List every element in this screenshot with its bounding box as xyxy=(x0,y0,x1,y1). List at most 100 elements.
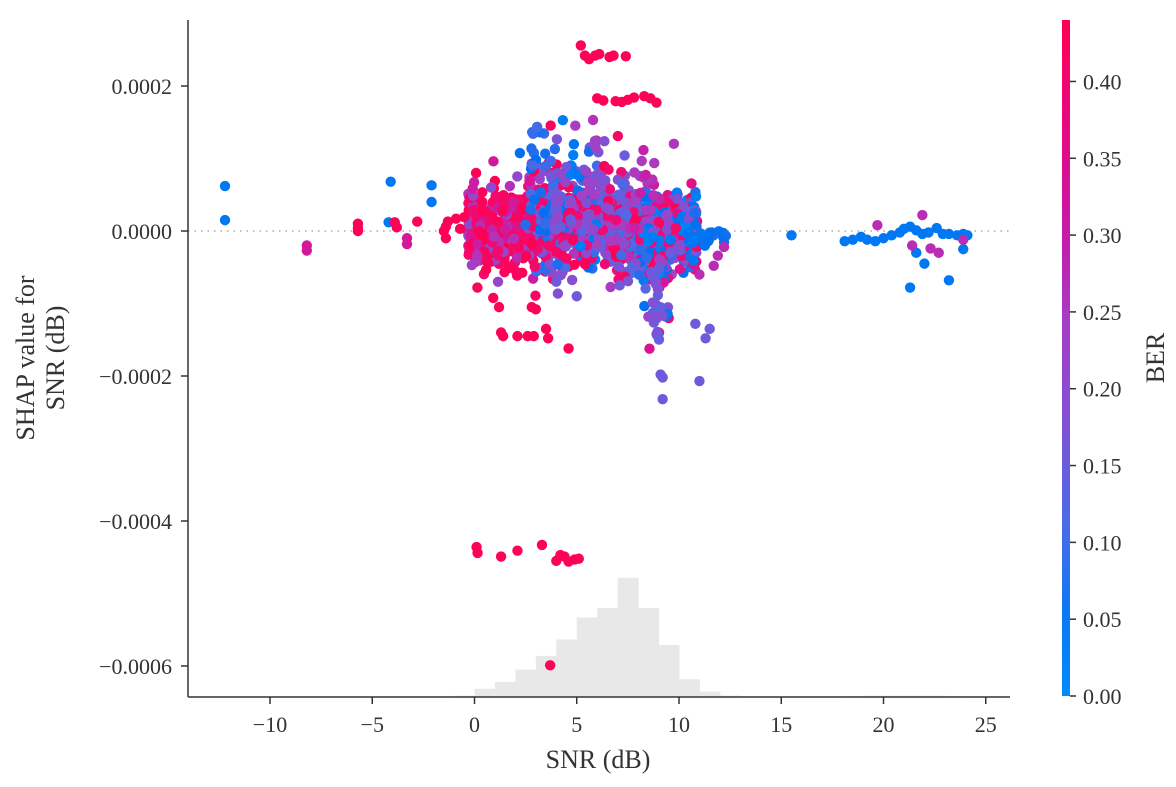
y-axis-label-line2: SNR (dB) xyxy=(41,306,70,411)
data-point xyxy=(943,275,955,286)
data-point xyxy=(536,539,548,551)
data-point xyxy=(534,173,545,185)
data-point xyxy=(878,233,889,244)
colorbar-tick-label: 0.40 xyxy=(1083,69,1122,94)
colorbar-tick-label: 0.35 xyxy=(1083,146,1122,171)
data-point xyxy=(545,170,557,181)
data-point xyxy=(525,204,537,215)
data-point xyxy=(653,334,665,345)
data-point xyxy=(524,175,535,187)
data-point xyxy=(654,262,665,274)
y-tick-label: 0.0000 xyxy=(112,219,173,244)
data-point xyxy=(401,238,413,250)
data-point xyxy=(568,149,579,161)
data-point xyxy=(538,207,549,219)
data-point xyxy=(545,120,556,131)
data-point xyxy=(569,259,580,270)
x-tick-label: −5 xyxy=(361,712,384,737)
data-point xyxy=(575,241,586,252)
x-axis-label: SNR (dB) xyxy=(546,745,651,774)
data-point xyxy=(527,160,539,171)
data-point xyxy=(612,130,624,142)
data-point xyxy=(450,213,462,224)
x-tick-label: 10 xyxy=(668,712,690,737)
data-point xyxy=(704,323,715,335)
y-axis-label: SHAP value for SNR (dB) xyxy=(11,275,70,440)
colorbar-tick-label: 0.00 xyxy=(1083,684,1122,709)
data-point xyxy=(561,253,572,264)
colorbar-label: BER xyxy=(1141,332,1170,383)
data-point xyxy=(528,194,540,205)
data-point xyxy=(474,226,485,237)
data-point xyxy=(540,323,552,335)
data-point xyxy=(513,210,524,221)
data-point xyxy=(591,239,603,251)
data-point xyxy=(668,138,680,150)
data-point xyxy=(917,209,928,221)
data-point xyxy=(531,121,543,133)
data-point xyxy=(566,274,578,286)
data-point xyxy=(301,245,313,256)
data-point xyxy=(526,239,537,250)
data-point xyxy=(872,220,883,231)
data-point xyxy=(352,225,364,237)
data-point xyxy=(630,214,641,226)
data-point xyxy=(605,281,616,293)
data-point xyxy=(514,147,526,159)
data-point xyxy=(706,227,717,238)
data-point xyxy=(690,219,701,231)
data-point xyxy=(540,160,552,172)
data-point xyxy=(933,247,944,258)
data-point xyxy=(718,241,730,253)
data-point xyxy=(529,261,540,272)
data-point xyxy=(662,209,673,220)
data-point xyxy=(552,288,564,299)
data-point xyxy=(497,330,509,342)
snr-histogram xyxy=(454,577,966,697)
histogram-bar xyxy=(576,617,598,697)
data-point xyxy=(712,250,724,261)
data-point xyxy=(544,259,555,270)
data-point xyxy=(639,300,650,312)
data-point xyxy=(477,205,488,216)
histogram-bar xyxy=(638,607,660,697)
data-point xyxy=(466,259,478,271)
data-point xyxy=(608,50,619,61)
data-point xyxy=(603,164,614,175)
data-point xyxy=(688,255,699,266)
data-point xyxy=(620,51,632,62)
data-point xyxy=(542,333,554,344)
data-point xyxy=(671,193,683,205)
data-point xyxy=(695,228,707,239)
data-point xyxy=(426,196,437,208)
data-point xyxy=(619,150,630,161)
data-point xyxy=(617,178,628,190)
y-tick-label: −0.0002 xyxy=(99,364,172,389)
histogram-bar xyxy=(679,679,700,697)
data-point xyxy=(499,224,511,236)
data-point xyxy=(629,167,640,178)
data-point xyxy=(472,238,483,250)
data-point xyxy=(472,282,483,293)
colorbar-tick-label: 0.05 xyxy=(1083,607,1122,632)
data-point xyxy=(919,258,930,269)
data-point xyxy=(551,276,562,287)
data-point xyxy=(385,176,396,187)
data-point xyxy=(573,553,584,564)
data-point xyxy=(550,195,561,207)
data-point xyxy=(636,155,647,167)
colorbar-tick-label: 0.15 xyxy=(1083,454,1122,479)
data-point xyxy=(489,231,500,243)
data-point xyxy=(459,212,470,223)
data-point xyxy=(958,243,969,255)
y-tick-label: −0.0006 xyxy=(99,654,172,679)
data-point xyxy=(497,205,508,217)
data-point xyxy=(583,208,595,220)
x-tick-label: 0 xyxy=(469,712,480,737)
data-point xyxy=(507,196,519,208)
x-tick-label: 25 xyxy=(975,712,997,737)
data-point xyxy=(508,233,520,244)
data-point xyxy=(576,190,587,202)
data-point xyxy=(454,223,466,235)
data-point xyxy=(629,222,640,233)
